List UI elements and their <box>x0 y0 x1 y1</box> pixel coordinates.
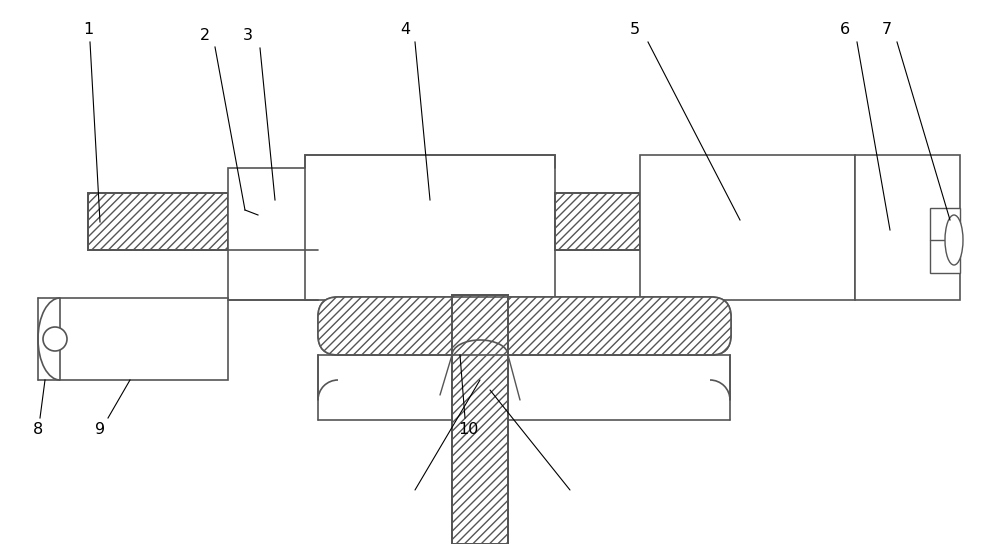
Bar <box>555 193 640 250</box>
Bar <box>930 208 960 273</box>
Text: 1: 1 <box>83 22 93 38</box>
Text: 8: 8 <box>33 423 43 437</box>
Text: 5: 5 <box>630 22 640 38</box>
Bar <box>555 193 640 250</box>
Circle shape <box>43 327 67 351</box>
Bar <box>228 168 318 300</box>
Bar <box>452 295 508 544</box>
Text: 10: 10 <box>458 423 478 437</box>
Bar <box>452 295 508 544</box>
FancyBboxPatch shape <box>318 297 731 355</box>
Bar <box>88 193 228 250</box>
Bar <box>640 155 855 300</box>
Bar <box>88 193 228 250</box>
Bar <box>855 155 960 300</box>
Bar <box>60 298 228 380</box>
Text: 7: 7 <box>882 22 892 38</box>
Bar <box>452 295 508 544</box>
FancyBboxPatch shape <box>318 297 731 355</box>
Text: 4: 4 <box>400 22 410 38</box>
Bar <box>305 155 555 300</box>
Ellipse shape <box>945 215 963 265</box>
Text: 3: 3 <box>243 28 253 42</box>
Text: 9: 9 <box>95 423 105 437</box>
Text: 2: 2 <box>200 28 210 42</box>
Text: 6: 6 <box>840 22 850 38</box>
Bar <box>555 193 640 250</box>
Bar <box>88 193 228 250</box>
